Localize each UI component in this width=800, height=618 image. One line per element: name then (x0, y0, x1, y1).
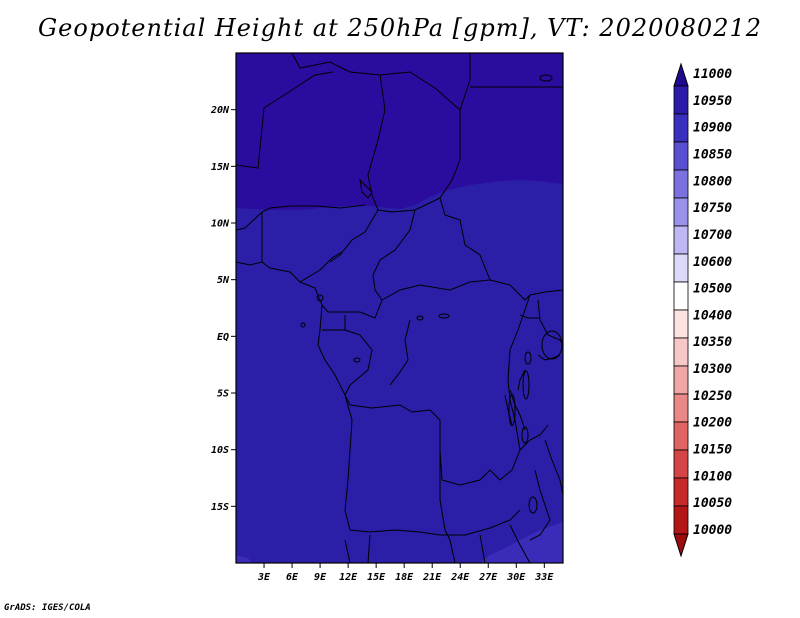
colorbar: 11000 10950 10900 10850 10800 10750 10700 10600… (673, 62, 732, 558)
lakes (300, 74, 563, 514)
lat-tick-label: 5N (217, 275, 230, 286)
colorbar-cell (673, 113, 689, 143)
lon-tick-label: 30E (506, 572, 526, 583)
colorbar-label: 10150 (693, 443, 732, 458)
lon-tick-label: 15E (367, 572, 386, 583)
colorbar-cell (673, 225, 689, 255)
lon-tick-label: 21E (422, 572, 442, 583)
colorbar-label: 10300 (693, 362, 732, 377)
colorbar-label: 10200 (693, 416, 732, 431)
colorbar-top-triangle (673, 62, 689, 87)
lat-tick-label: 10S (211, 445, 229, 456)
colorbar-label: 10600 (693, 255, 732, 270)
lat-tick-label: 15S (211, 502, 229, 513)
colorbar-label: 10100 (693, 469, 732, 484)
colorbar-label: 10900 (693, 121, 732, 136)
colorbar-label: 10750 (693, 201, 732, 216)
lon-tick-label: 27E (478, 572, 498, 583)
colorbar-label: 10350 (693, 335, 732, 350)
colorbar-label: 10400 (693, 308, 732, 323)
lat-tick-label: 20N (210, 105, 230, 116)
lon-tick-label: 12E (339, 572, 358, 583)
colorbar-cell (673, 421, 689, 451)
lon-tick-label: 18E (395, 572, 414, 583)
map-title: Geopotential Height at 250hPa [gpm], VT:… (38, 14, 762, 42)
lat-tick-label: 15N (211, 162, 230, 173)
colorbar-label: 10050 (693, 496, 732, 511)
lon-tick-label: 24E (450, 572, 470, 583)
lon-tick-label: 9E (314, 572, 327, 583)
field-south-left (236, 555, 252, 563)
colorbar-label: 11000 (693, 67, 732, 82)
colorbar-cell (673, 253, 689, 283)
colorbar-cell (673, 449, 689, 479)
colorbar-cell (673, 393, 689, 423)
colorbar-cell (673, 477, 689, 507)
colorbar-cell (673, 309, 689, 339)
colorbar-label: 10250 (693, 389, 732, 404)
lon-tick-label: 3E (257, 572, 271, 583)
colorbar-cell (673, 85, 689, 115)
colorbar-cell (673, 197, 689, 227)
colorbar-cell (673, 281, 689, 311)
colorbar-label: 10800 (693, 174, 732, 189)
colorbar-label: 10950 (693, 94, 732, 109)
country-borders (235, 52, 564, 564)
lon-tick-label: 33E (534, 572, 554, 583)
latitude-axis: 20N 15N 10N 5N EQ 5S 10S 15S (210, 105, 236, 513)
colorbar-label: 10000 (693, 523, 732, 538)
colorbar-cell (673, 141, 689, 171)
lat-tick-label: EQ (217, 332, 229, 343)
field-north-band (236, 53, 563, 210)
lat-tick-label: 10N (211, 219, 230, 230)
lat-tick-label: 5S (217, 389, 229, 400)
colorbar-cell (673, 365, 689, 395)
longitude-axis: 3E 6E 9E 12E 15E 18E 21E 24E 27E 30E 33E (257, 563, 554, 583)
map-panel (235, 52, 564, 564)
map-frame (235, 52, 564, 564)
colorbar-cell (673, 169, 689, 199)
colorbar-bottom-triangle (673, 533, 689, 558)
lon-tick-label: 6E (286, 572, 299, 583)
colorbar-label: 10700 (693, 228, 732, 243)
grads-credit: GrADS: IGES/COLA (4, 603, 91, 613)
colorbar-label: 10850 (693, 147, 732, 162)
colorbar-label: 10500 (693, 282, 732, 297)
colorbar-cell (673, 337, 689, 367)
colorbar-cell (673, 505, 689, 535)
